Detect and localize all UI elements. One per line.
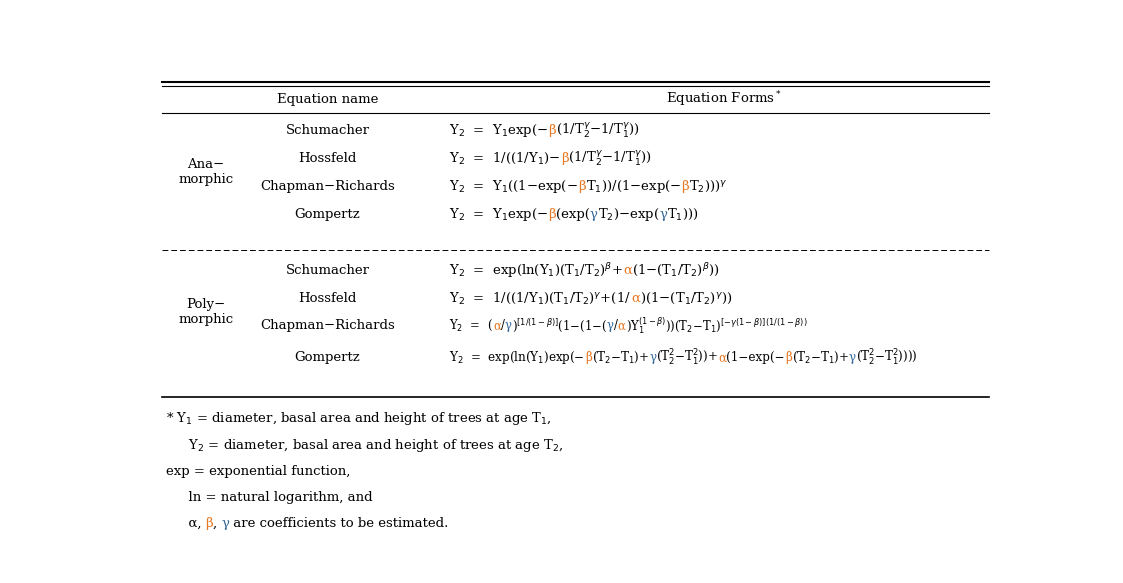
Text: β: β: [785, 352, 792, 364]
Text: Y$_2$  =  1/((1/Y$_1$)(T$_1$/T$_2$)$^{\gamma}$+(1/: Y$_2$ = 1/((1/Y$_1$)(T$_1$/T$_2$)$^{\gam…: [449, 290, 631, 305]
Text: (1/T$_2^{\gamma}$−1/T$_1^{\gamma}$)): (1/T$_2^{\gamma}$−1/T$_1^{\gamma}$)): [568, 149, 652, 168]
Text: Y$_2$  =  Y$_1$exp(−: Y$_2$ = Y$_1$exp(−: [449, 206, 548, 223]
Text: Y$_2$  =  exp(ln(Y$_1$)(T$_1$/T$_2$)$^{\beta}$+: Y$_2$ = exp(ln(Y$_1$)(T$_1$/T$_2$)$^{\be…: [449, 261, 623, 280]
Text: Poly−
morphic: Poly− morphic: [179, 298, 234, 326]
Text: γ: γ: [659, 208, 667, 220]
Text: Equation Forms$^*$: Equation Forms$^*$: [666, 89, 782, 109]
Text: (T$_2$−T$_1$)+: (T$_2$−T$_1$)+: [792, 350, 849, 366]
Text: (1/T$_2^{\gamma}$−1/T$_1^{\gamma}$)): (1/T$_2^{\gamma}$−1/T$_1^{\gamma}$)): [556, 121, 640, 140]
Text: ,: ,: [213, 517, 221, 529]
Text: Y$_2$  =  Y$_1$((1−exp(−: Y$_2$ = Y$_1$((1−exp(−: [449, 178, 578, 195]
Text: Y$_2$  =  Y$_1$exp(−: Y$_2$ = Y$_1$exp(−: [449, 122, 548, 139]
Text: γ: γ: [606, 319, 614, 332]
Text: α,: α,: [180, 517, 206, 529]
Text: T$_2$)−exp(: T$_2$)−exp(: [597, 206, 659, 223]
Text: T$_1$))): T$_1$))): [667, 206, 699, 222]
Text: Hossfeld: Hossfeld: [299, 152, 357, 165]
Text: β: β: [585, 352, 592, 364]
Text: α: α: [623, 264, 632, 277]
Text: α: α: [631, 292, 640, 304]
Text: (T$_2^2$−T$_1^2$)))): (T$_2^2$−T$_1^2$)))): [856, 348, 917, 368]
Text: Chapman−Richards: Chapman−Richards: [261, 319, 395, 332]
Text: Schumacher: Schumacher: [285, 124, 369, 137]
Text: T$_2$)))$^{\gamma}$: T$_2$)))$^{\gamma}$: [688, 178, 728, 194]
Text: β: β: [548, 124, 556, 137]
Text: Y$_2$  =  1/((1/Y$_1$)−: Y$_2$ = 1/((1/Y$_1$)−: [449, 151, 560, 166]
Text: exp = exponential function,: exp = exponential function,: [166, 465, 350, 477]
Text: (T$_2^2$−T$_1^2$))+: (T$_2^2$−T$_1^2$))+: [656, 348, 718, 368]
Text: /: /: [614, 319, 618, 332]
Text: Ana−
morphic: Ana− morphic: [179, 159, 234, 187]
Text: Chapman−Richards: Chapman−Richards: [261, 180, 395, 193]
Text: )Y$_1^{(1-\beta)}$))(T$_2$−T$_1$)$^{[-\gamma(1-\beta)]}$$^{(1/(1-\beta))}$: )Y$_1^{(1-\beta)}$))(T$_2$−T$_1$)$^{[-\g…: [626, 315, 807, 336]
Text: β: β: [206, 517, 213, 529]
Text: β: β: [682, 180, 688, 193]
Text: T$_1$))/(1−exp(−: T$_1$))/(1−exp(−: [586, 178, 682, 195]
Text: /: /: [501, 319, 505, 332]
Text: Hossfeld: Hossfeld: [299, 292, 357, 304]
Text: Y$_2$  =  exp(ln(Y$_1$)exp(−: Y$_2$ = exp(ln(Y$_1$)exp(−: [449, 349, 585, 366]
Text: α: α: [618, 319, 626, 332]
Text: Gompertz: Gompertz: [294, 208, 360, 220]
Text: * Y$_1$ = diameter, basal area and height of trees at age T$_1$,: * Y$_1$ = diameter, basal area and heigh…: [166, 410, 553, 427]
Text: β: β: [560, 152, 568, 165]
Text: α: α: [493, 319, 501, 332]
Text: (T$_2$−T$_1$)+: (T$_2$−T$_1$)+: [592, 350, 649, 366]
Text: Y$_2$ = diameter, basal area and height of trees at age T$_2$,: Y$_2$ = diameter, basal area and height …: [180, 437, 563, 454]
Text: (1−exp(−: (1−exp(−: [727, 352, 785, 364]
Text: Equation name: Equation name: [276, 93, 378, 106]
Text: Schumacher: Schumacher: [285, 264, 369, 277]
Text: β: β: [578, 180, 586, 193]
Text: β: β: [548, 208, 556, 220]
Text: Y$_2$  =  (: Y$_2$ = (: [449, 318, 493, 333]
Text: γ: γ: [505, 319, 512, 332]
Text: Gompertz: Gompertz: [294, 352, 360, 364]
Text: (exp(: (exp(: [556, 208, 590, 220]
Text: )$^{[1/(1-\beta)]}$(1−(1−(: )$^{[1/(1-\beta)]}$(1−(1−(: [512, 317, 606, 334]
Text: α: α: [718, 352, 727, 364]
Text: γ: γ: [649, 352, 656, 364]
Text: γ: γ: [590, 208, 597, 220]
Text: γ: γ: [849, 352, 856, 364]
Text: )(1−(T$_1$/T$_2$)$^{\gamma}$)): )(1−(T$_1$/T$_2$)$^{\gamma}$)): [640, 290, 732, 305]
Text: (1−(T$_1$/T$_2$)$^{\beta}$)): (1−(T$_1$/T$_2$)$^{\beta}$)): [632, 262, 720, 279]
Text: ln = natural logarithm, and: ln = natural logarithm, and: [180, 491, 372, 504]
Text: γ: γ: [221, 517, 229, 529]
Text: are coefficients to be estimated.: are coefficients to be estimated.: [229, 517, 448, 529]
